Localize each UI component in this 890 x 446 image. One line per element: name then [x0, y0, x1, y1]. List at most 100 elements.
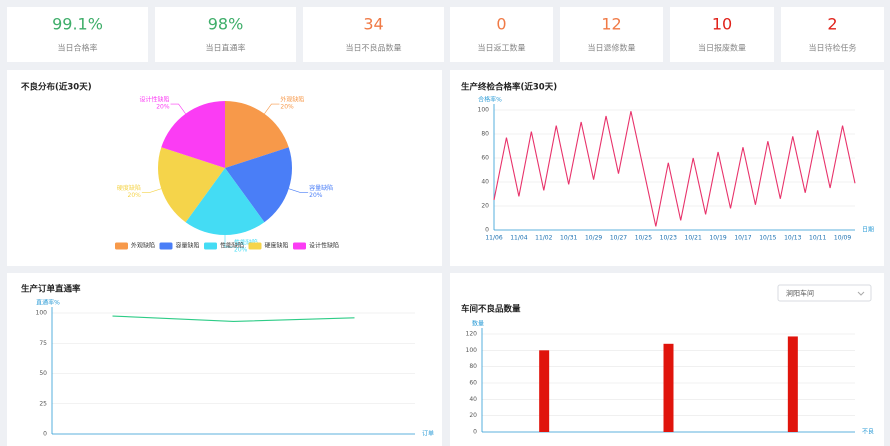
- pie-slice: [158, 147, 225, 223]
- chart-title: 生产终检合格率(近30天): [461, 82, 557, 93]
- y-tick-label: 0: [473, 429, 477, 436]
- y-tick-label: 0: [43, 431, 47, 438]
- panels: [7, 7, 884, 446]
- y-tick-label: 25: [39, 400, 47, 407]
- slice-label: 容量缺陷: [309, 184, 333, 192]
- x-tick-label: 11/04: [510, 235, 527, 242]
- y-tick-label: 20: [469, 412, 477, 419]
- slice-label: 设计性缺陷: [140, 96, 170, 104]
- x-axis-name: 日期: [862, 226, 874, 234]
- legend-label: 设计性缺陷: [309, 242, 339, 250]
- chevron: [857, 291, 865, 296]
- slice-label: 硬度缺陷: [117, 184, 141, 192]
- line: [493, 111, 856, 227]
- y-tick-label: 40: [481, 179, 489, 186]
- legend-swatch: [159, 242, 173, 250]
- leader-line: [264, 103, 280, 114]
- y-tick-label: 100: [478, 107, 490, 114]
- legend-label: 容量缺陷: [176, 242, 200, 250]
- legend-label: 外观缺陷: [131, 242, 155, 250]
- kpi-value: 34: [363, 15, 383, 34]
- bar: [539, 350, 550, 432]
- card: [450, 7, 553, 62]
- kpi-label: 当日不良品数量: [346, 43, 402, 53]
- x-tick-label: 10/17: [734, 235, 751, 242]
- y-axis-name: 直通率%: [36, 299, 60, 307]
- leader-line: [141, 188, 162, 193]
- legend-label: 性能缺陷: [220, 242, 244, 250]
- kpi-label: 当日合格率: [58, 43, 98, 53]
- x-tick-label: 10/31: [560, 235, 577, 242]
- slice-label: 性能缺陷: [234, 239, 258, 247]
- pie-slice: [185, 168, 265, 235]
- y-tick-label: 80: [481, 131, 489, 138]
- x-tick-label: 10/23: [660, 235, 677, 242]
- y-axis-name: 数量: [472, 320, 484, 328]
- y-tick-label: 0: [485, 227, 489, 234]
- bar: [663, 343, 674, 432]
- y-tick-label: 60: [481, 155, 489, 162]
- x-tick-label: 10/29: [585, 235, 602, 242]
- pie-slice: [225, 101, 289, 168]
- y-axis-name: 合格率%: [478, 96, 502, 104]
- x-tick-label: 11/02: [535, 235, 552, 242]
- slice-value: 20%: [128, 192, 142, 199]
- card: [7, 7, 148, 62]
- card: [303, 7, 444, 62]
- x-tick-label: 10/11: [809, 235, 826, 242]
- chart-title: 生产订单直通率: [21, 284, 81, 295]
- x-tick-label: 10/15: [759, 235, 776, 242]
- kpi-value: 10: [712, 15, 732, 34]
- card: [670, 7, 774, 62]
- kpi-label: 当日报废数量: [698, 43, 746, 53]
- x-axis-name: 不良: [862, 428, 874, 436]
- legend-swatch: [204, 242, 217, 250]
- kpi-value: 98%: [208, 15, 244, 34]
- kpi-label: 当日直通率: [206, 43, 246, 53]
- bar: [787, 336, 798, 432]
- y-tick-label: 100: [36, 310, 48, 317]
- slice-value: 20%: [280, 104, 294, 111]
- card: [781, 7, 884, 62]
- legend-swatch: [293, 242, 306, 250]
- card: [155, 7, 296, 62]
- leader-line: [170, 103, 186, 114]
- x-tick-label: 10/19: [709, 235, 726, 242]
- panel: [7, 273, 442, 446]
- y-tick-label: 20: [481, 203, 489, 210]
- leader-line: [224, 235, 233, 248]
- select-text[interactable]: 涧阳车间: [786, 289, 814, 298]
- y-tick-label: 120: [466, 331, 478, 338]
- kpi-label: 当日退修数量: [588, 43, 636, 53]
- y-tick-label: 100: [466, 347, 478, 354]
- x-axis-name: 订单: [422, 430, 434, 438]
- line: [112, 315, 355, 323]
- y-tick-label: 60: [469, 380, 477, 387]
- x-tick-label: 10/09: [834, 235, 851, 242]
- slice-value: 20%: [309, 192, 323, 199]
- y-tick-label: 75: [39, 340, 47, 347]
- pie-slice: [225, 147, 292, 223]
- legend-label: 硬度缺陷: [265, 242, 289, 250]
- leader-line: [288, 188, 309, 193]
- x-tick-label: 10/25: [635, 235, 652, 242]
- chart-title: 车间不良品数量: [461, 304, 521, 315]
- kpi-label: 当日返工数量: [478, 43, 526, 53]
- x-tick-label: 10/27: [610, 235, 627, 242]
- kpi-label: 当日待检任务: [809, 43, 857, 53]
- kpi-value: 0: [496, 15, 506, 34]
- slice-label: 外观缺陷: [280, 96, 304, 104]
- chart-title: 不良分布(近30天): [21, 82, 92, 93]
- workshop-select[interactable]: [777, 284, 872, 302]
- legend-swatch: [115, 242, 128, 250]
- kpi-value: 12: [601, 15, 621, 34]
- legend-swatch: [248, 242, 262, 250]
- y-tick-label: 50: [39, 370, 47, 377]
- slice-value: 20%: [156, 104, 170, 111]
- x-tick-label: 11/06: [485, 235, 502, 242]
- pie-slice: [161, 101, 225, 168]
- kpi-value: 99.1%: [52, 15, 103, 34]
- y-tick-label: 80: [469, 363, 477, 370]
